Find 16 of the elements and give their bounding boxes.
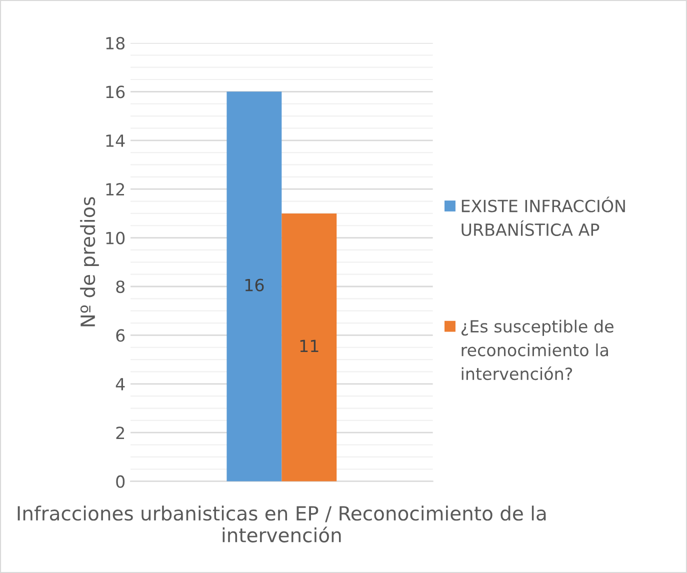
y-tick-label: 4 [116,378,125,390]
y-tick-label: 14 [106,134,125,147]
data-label: 16 [245,278,264,292]
y-tick-label: 8 [116,280,125,294]
y-tick-label: 12 [106,183,124,196]
data-label: 11 [300,340,318,352]
legend-label: EXISTE INFRACCIÓN URBANÍSTICA AP [462,196,625,236]
x-axis-title: Infracciones urbanisticas en EP / Reconocimiento de la intervención [18,506,546,542]
y-tick-label: 0 [116,475,125,488]
y-tick-label: 2 [116,426,124,439]
y-tick-label: 16 [106,86,125,98]
y-tick-label: 6 [116,329,125,342]
y-axis-title: Nº de predios [80,197,99,326]
legend-label: ¿Es susceptible de reconocimiento la intervención? [461,320,614,380]
y-tick-label: 18 [106,36,125,50]
y-tick-label: 10 [106,232,125,244]
